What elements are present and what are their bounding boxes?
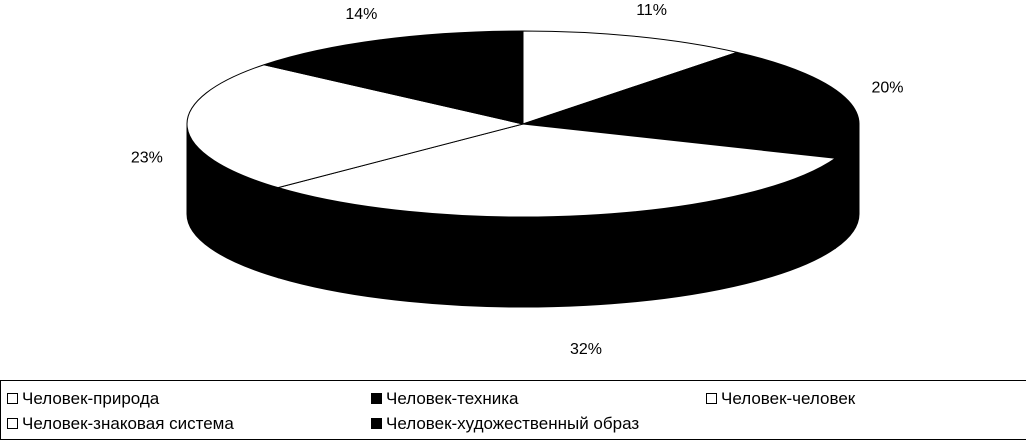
legend-swatch-art-image [371,418,382,429]
legend-item-nature: Человек-природа [7,389,159,409]
legend-swatch-human [706,393,717,404]
data-label-human: 32% [570,341,602,358]
data-label-nature: 11% [636,2,667,19]
legend-item-human: Человек-человек [706,389,855,409]
data-label-technology: 20% [871,79,903,96]
legend: Человек-природа Человек-техника Человек-… [0,380,1026,440]
legend-label-technology: Человек-техника [386,389,519,408]
legend-item-technology: Человек-техника [371,389,519,409]
legend-label-art-image: Человек-художественный образ [386,414,639,433]
data-label-art-image: 14% [345,6,377,23]
legend-label-sign-system: Человек-знаковая система [22,414,234,433]
legend-item-sign-system: Человек-знаковая система [7,414,234,434]
legend-swatch-sign-system [7,418,18,429]
legend-label-human: Человек-человек [721,389,855,408]
legend-item-art-image: Человек-художественный образ [371,414,639,434]
data-label-sign-system: 23% [131,150,163,167]
pie-chart: 11% 20% 32% 23% 14% [0,0,1027,380]
legend-label-nature: Человек-природа [22,389,159,408]
legend-swatch-technology [371,393,382,404]
legend-swatch-nature [7,393,18,404]
